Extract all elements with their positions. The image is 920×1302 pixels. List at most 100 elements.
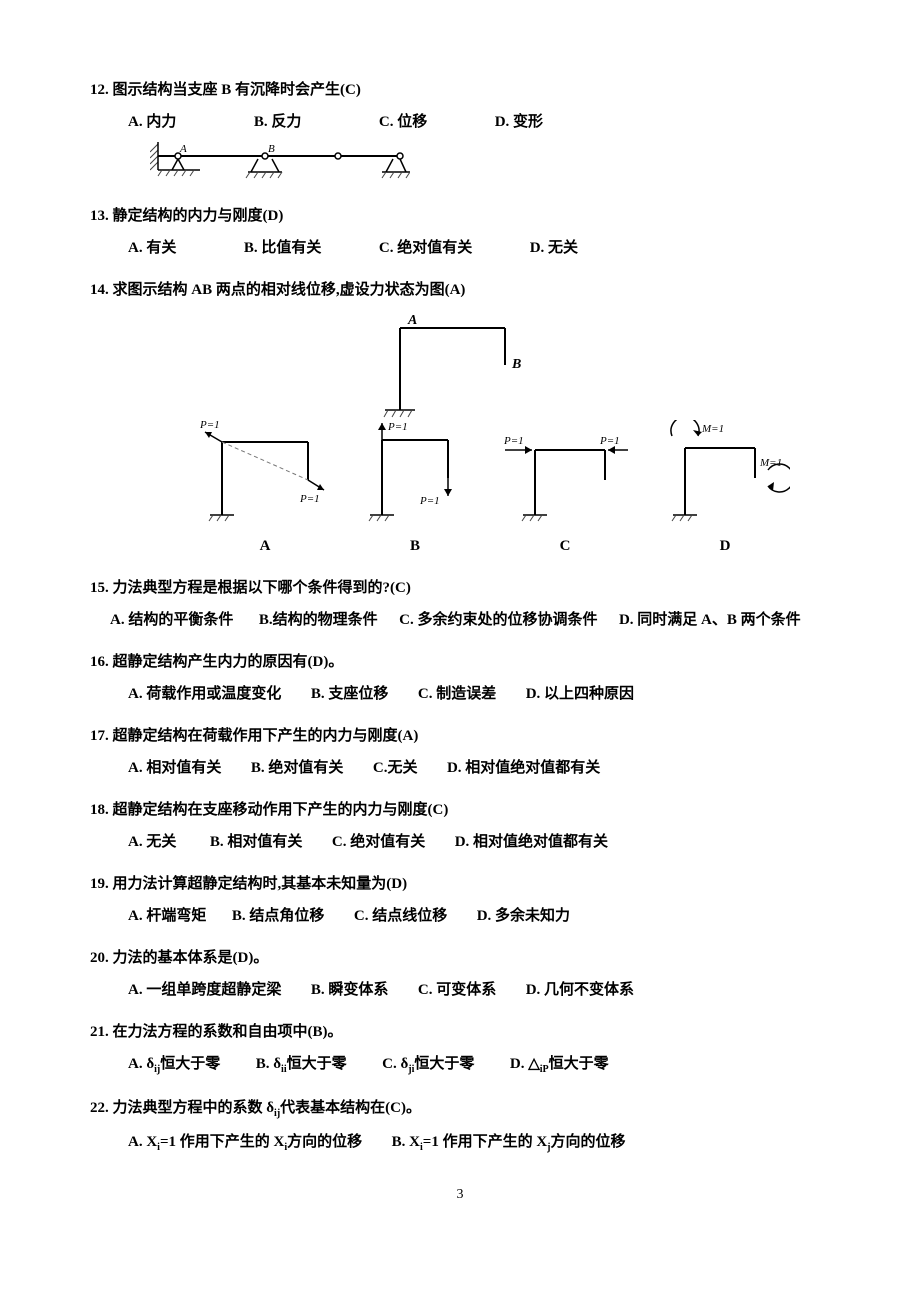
q15-opt-c: C. 多余约束处的位移协调条件: [399, 608, 597, 632]
q20-opt-a: A. 一组单跨度超静定梁: [128, 978, 281, 1002]
q16-options: A. 荷载作用或温度变化 B. 支座位移 C. 制造误差 D. 以上四种原因: [128, 682, 830, 706]
q19-text: 用力法计算超静定结构时,其基本未知量为(D): [113, 876, 408, 892]
q14-label-b: B: [360, 534, 470, 558]
q14-num: 14.: [90, 282, 109, 298]
q17-text: 超静定结构在荷载作用下产生的内力与刚度(A): [113, 728, 419, 744]
q18-opt-d: D. 相对值绝对值都有关: [455, 830, 608, 854]
q12-figure: A B: [150, 142, 830, 186]
q22-num: 22.: [90, 1100, 109, 1116]
q21-text: 在力法方程的系数和自由项中(B)。: [113, 1024, 343, 1040]
q12-opt-a: A. 内力: [128, 110, 176, 134]
q17-opt-d: D. 相对值绝对值都有关: [447, 756, 600, 780]
page-number: 3: [90, 1184, 830, 1206]
q18-opt-c: C. 绝对值有关: [332, 830, 425, 854]
q15-opt-a: A. 结构的平衡条件: [110, 608, 233, 632]
q14-label-a: A: [200, 534, 330, 558]
q17-opt-c: C.无关: [373, 756, 418, 780]
q15-options: A. 结构的平衡条件 B.结构的物理条件 C. 多余约束处的位移协调条件 D. …: [110, 608, 830, 632]
q20-options: A. 一组单跨度超静定梁 B. 瞬变体系 C. 可变体系 D. 几何不变体系: [128, 978, 830, 1002]
q20-num: 20.: [90, 950, 109, 966]
q14-label-c: C: [500, 534, 630, 558]
q13-num: 13.: [90, 208, 109, 224]
q22-text: 力法典型方程中的系数 δij代表基本结构在(C)。: [113, 1100, 421, 1116]
q13-opt-d: D. 无关: [530, 236, 578, 260]
q12-opt-c: C. 位移: [379, 110, 427, 134]
q19-options: A. 杆端弯矩 B. 结点角位移 C. 结点线位移 D. 多余未知力: [128, 904, 830, 928]
q16-opt-b: B. 支座位移: [311, 682, 389, 706]
q22-opt-a: A. Xi=1 作用下产生的 Xi方向的位移: [128, 1130, 362, 1156]
q15-num: 15.: [90, 580, 109, 596]
q14-fig-d: M=1 M=1 D: [660, 420, 790, 558]
question-12: 12. 图示结构当支座 B 有沉降时会产生(C): [90, 78, 830, 102]
q17-opt-a: A. 相对值有关: [128, 756, 221, 780]
q19-opt-b: B. 结点角位移: [232, 904, 325, 928]
question-14: 14. 求图示结构 AB 两点的相对线位移,虚设力状态为图(A): [90, 278, 830, 302]
q19-opt-a: A. 杆端弯矩: [128, 904, 206, 928]
q12-opt-d: D. 变形: [495, 110, 543, 134]
q19-opt-c: C. 结点线位移: [354, 904, 447, 928]
question-18: 18. 超静定结构在支座移动作用下产生的内力与刚度(C): [90, 798, 830, 822]
question-21: 21. 在力法方程的系数和自由项中(B)。: [90, 1020, 830, 1044]
svg-text:P=1: P=1: [200, 420, 220, 431]
q14-top-figure: A B: [330, 310, 830, 420]
q16-opt-c: C. 制造误差: [418, 682, 496, 706]
q14-text: 求图示结构 AB 两点的相对线位移,虚设力状态为图(A): [113, 282, 466, 298]
q22-opt-b: B. Xi=1 作用下产生的 Xj方向的位移: [392, 1130, 626, 1156]
svg-text:P=1: P=1: [503, 435, 524, 447]
q14-label-d: D: [660, 534, 790, 558]
q12-options: A. 内力 B. 反力 C. 位移 D. 变形: [128, 110, 830, 134]
q12-fig-label-b: B: [268, 143, 275, 155]
q12-num: 12.: [90, 82, 109, 98]
svg-text:M=1: M=1: [701, 423, 724, 435]
question-13: 13. 静定结构的内力与刚度(D): [90, 204, 830, 228]
q21-opt-a: A. δij恒大于零: [128, 1052, 220, 1078]
q20-opt-d: D. 几何不变体系: [526, 978, 634, 1002]
svg-text:M=1: M=1: [759, 457, 782, 469]
q14-fig-a: P=1 P=1 A: [200, 420, 330, 558]
q21-num: 21.: [90, 1024, 109, 1040]
question-17: 17. 超静定结构在荷载作用下产生的内力与刚度(A): [90, 724, 830, 748]
svg-text:B: B: [511, 357, 521, 372]
q15-opt-b: B.结构的物理条件: [259, 608, 378, 632]
question-16: 16. 超静定结构产生内力的原因有(D)。: [90, 650, 830, 674]
svg-text:P=1: P=1: [419, 495, 440, 507]
q16-opt-d: D. 以上四种原因: [526, 682, 634, 706]
q20-text: 力法的基本体系是(D)。: [113, 950, 269, 966]
q12-text: 图示结构当支座 B 有沉降时会产生(C): [113, 82, 361, 98]
q14-fig-b: P=1 P=1 B: [360, 420, 470, 558]
q20-opt-c: C. 可变体系: [418, 978, 496, 1002]
q21-opt-c: C. δji恒大于零: [382, 1052, 474, 1078]
q14-fig-c: P=1 P=1 C: [500, 420, 630, 558]
q19-num: 19.: [90, 876, 109, 892]
q18-opt-a: A. 无关: [128, 830, 176, 854]
q22-options: A. Xi=1 作用下产生的 Xi方向的位移 B. Xi=1 作用下产生的 Xj…: [128, 1130, 830, 1156]
q17-options: A. 相对值有关 B. 绝对值有关 C.无关 D. 相对值绝对值都有关: [128, 756, 830, 780]
q13-opt-b: B. 比值有关: [244, 236, 322, 260]
q21-opt-b: B. δii恒大于零: [256, 1052, 347, 1078]
q18-text: 超静定结构在支座移动作用下产生的内力与刚度(C): [113, 802, 449, 818]
question-15: 15. 力法典型方程是根据以下哪个条件得到的?(C): [90, 576, 830, 600]
q19-opt-d: D. 多余未知力: [477, 904, 570, 928]
q16-text: 超静定结构产生内力的原因有(D)。: [113, 654, 344, 670]
svg-text:P=1: P=1: [299, 493, 320, 505]
question-20: 20. 力法的基本体系是(D)。: [90, 946, 830, 970]
question-19: 19. 用力法计算超静定结构时,其基本未知量为(D): [90, 872, 830, 896]
q12-opt-b: B. 反力: [254, 110, 302, 134]
svg-text:P=1: P=1: [387, 421, 408, 433]
q17-num: 17.: [90, 728, 109, 744]
svg-text:A: A: [407, 313, 417, 328]
q18-opt-b: B. 相对值有关: [210, 830, 303, 854]
q13-opt-a: A. 有关: [128, 236, 176, 260]
q12-fig-label-a: A: [179, 143, 187, 155]
q13-options: A. 有关 B. 比值有关 C. 绝对值有关 D. 无关: [128, 236, 830, 260]
q13-text: 静定结构的内力与刚度(D): [113, 208, 284, 224]
q15-text: 力法典型方程是根据以下哪个条件得到的?(C): [113, 580, 411, 596]
q13-opt-c: C. 绝对值有关: [379, 236, 472, 260]
q21-options: A. δij恒大于零 B. δii恒大于零 C. δji恒大于零 D. △iP恒…: [128, 1052, 830, 1078]
svg-text:P=1: P=1: [599, 435, 620, 447]
q16-opt-a: A. 荷载作用或温度变化: [128, 682, 281, 706]
q17-opt-b: B. 绝对值有关: [251, 756, 344, 780]
q21-opt-d: D. △iP恒大于零: [510, 1052, 609, 1078]
q14-options-figures: P=1 P=1 A P=1 P=1 B: [200, 420, 830, 558]
question-22: 22. 力法典型方程中的系数 δij代表基本结构在(C)。: [90, 1096, 830, 1122]
